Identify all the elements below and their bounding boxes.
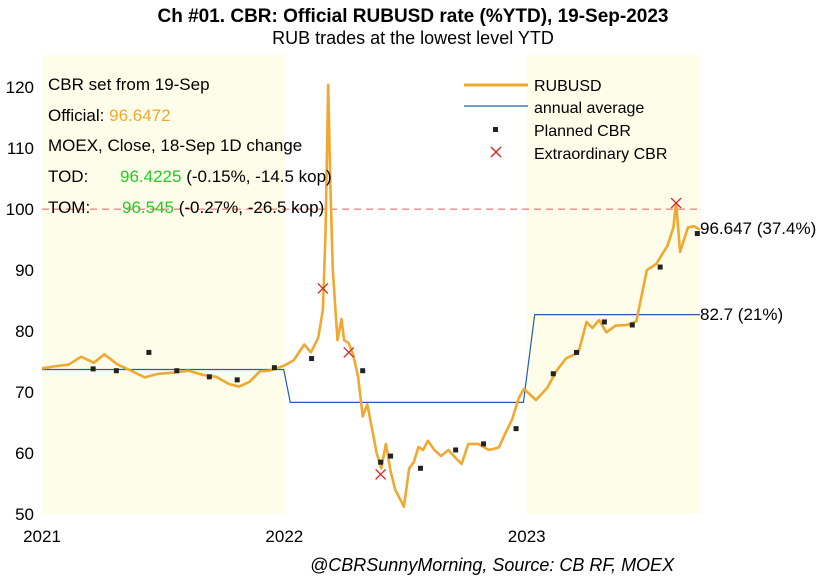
y-tick-label: 110: [7, 139, 34, 158]
markers-layer: [90, 197, 700, 480]
legend-label-planned-cbr: Planned CBR: [534, 123, 631, 140]
marker-planned-cbr: [550, 371, 556, 377]
marker-cross-stroke: [343, 346, 355, 358]
marker-planned-cbr: [513, 426, 519, 432]
y-axis-ticks: 50 60 70 80 90 100 110 120: [6, 78, 34, 524]
legend-label-annual-average: annual average: [534, 100, 644, 117]
annotation-tom: TOM: 96.545 (-0.27%, -26.5 kop): [48, 198, 324, 217]
annotation-moex: MOEX, Close, 18-Sep 1D change: [48, 136, 302, 155]
x-tick-label: 2023: [508, 527, 546, 546]
marker-planned-cbr: [417, 465, 423, 471]
marker-planned-cbr: [113, 368, 119, 374]
tod-value: 96.4225: [120, 167, 181, 186]
chart-title: Ch #01. CBR: Official RUBUSD rate (%YTD)…: [157, 6, 668, 27]
official-label: Official:: [48, 106, 104, 125]
tom-change: (-0.27%, -26.5 kop): [179, 198, 325, 217]
marker-planned-cbr: [481, 441, 487, 447]
tod-label: TOD:: [48, 167, 88, 186]
marker-cross-stroke: [490, 146, 502, 158]
legend-label-rubusd: RUBUSD: [534, 78, 602, 95]
annotation-official: Official: 96.6472: [48, 106, 171, 125]
official-value: 96.6472: [109, 106, 170, 125]
marker-planned-cbr: [657, 264, 663, 270]
marker-extraordinary-cbr: [375, 468, 387, 480]
legend-swatch-planned-cbr: [493, 127, 498, 132]
legend: RUBUSD annual average Planned CBR Extrao…: [464, 78, 667, 163]
marker-planned-cbr: [453, 447, 459, 453]
end-label-rubusd: 96.647 (37.4%): [700, 219, 816, 238]
series-rubusd: [41, 83, 701, 508]
y-tick-label: 60: [15, 444, 34, 463]
marker-planned-cbr: [146, 349, 152, 355]
source-note: @CBRSunnyMorning, Source: CB RF, MOEX: [310, 555, 675, 575]
y-tick-label: 120: [6, 78, 34, 97]
tom-label: TOM:: [48, 198, 90, 217]
marker-planned-cbr: [378, 459, 384, 465]
y-tick-label: 90: [15, 261, 34, 280]
annotation-tod: TOD: 96.4225 (-0.15%, -14.5 kop): [48, 167, 332, 186]
legend-swatch-extraordinary-cbr: [490, 146, 502, 158]
y-tick-label: 80: [15, 322, 34, 341]
year-band-2021: [42, 55, 285, 514]
year-band-2023: [526, 55, 700, 514]
marker-cross-stroke: [670, 197, 682, 209]
x-axis-ticks: 2021 2022 2023: [23, 527, 546, 546]
marker-planned-cbr: [174, 368, 180, 374]
marker-extraordinary-cbr: [343, 346, 355, 358]
marker-planned-cbr: [388, 453, 394, 459]
end-label-annual-average: 82.7 (21%): [700, 305, 783, 324]
marker-planned-cbr: [360, 368, 366, 374]
info-annotation: CBR set from 19-Sep Official: 96.6472 MO…: [48, 75, 332, 217]
y-tick-label: 100: [6, 200, 34, 219]
legend-label-extraordinary-cbr: Extraordinary CBR: [534, 146, 667, 163]
marker-cross-stroke: [375, 468, 387, 480]
marker-extraordinary-cbr: [670, 197, 682, 209]
tod-change: (-0.15%, -14.5 kop): [186, 167, 332, 186]
marker-planned-cbr: [271, 365, 277, 371]
marker-planned-cbr: [234, 377, 240, 383]
legend-cross: [490, 146, 502, 158]
annotation-line1: CBR set from 19-Sep: [48, 75, 210, 94]
x-tick-label: 2021: [23, 527, 61, 546]
chart-subtitle: RUB trades at the lowest level YTD: [272, 28, 554, 48]
marker-planned-cbr: [90, 366, 96, 372]
marker-extraordinary-cbr: [317, 282, 329, 294]
series-layer: [41, 83, 701, 508]
marker-planned-cbr: [629, 322, 635, 328]
series-annual-average: [42, 314, 700, 403]
y-tick-label: 70: [15, 383, 34, 402]
marker-planned-cbr: [309, 356, 315, 362]
x-tick-label: 2022: [265, 527, 303, 546]
tom-value: 96.545: [122, 198, 174, 217]
y-tick-label: 50: [15, 505, 34, 524]
marker-planned-cbr: [694, 231, 700, 237]
marker-planned-cbr: [206, 374, 212, 380]
marker-planned-cbr: [601, 319, 607, 325]
marker-cross-stroke: [317, 282, 329, 294]
marker-planned-cbr: [574, 349, 580, 355]
